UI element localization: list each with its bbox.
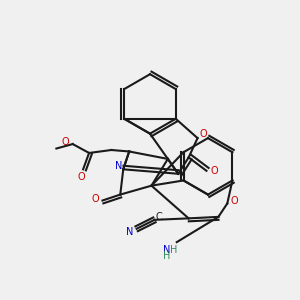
Text: H: H xyxy=(163,250,170,260)
Text: O: O xyxy=(78,172,86,182)
Text: O: O xyxy=(61,137,69,147)
Text: O: O xyxy=(91,194,99,204)
Text: N: N xyxy=(163,244,170,255)
Text: N: N xyxy=(115,161,122,171)
Text: O: O xyxy=(200,129,207,139)
Text: O: O xyxy=(210,166,218,176)
Text: O: O xyxy=(231,196,238,206)
Text: H: H xyxy=(170,244,178,255)
Text: C: C xyxy=(155,212,162,222)
Text: N: N xyxy=(125,227,133,237)
